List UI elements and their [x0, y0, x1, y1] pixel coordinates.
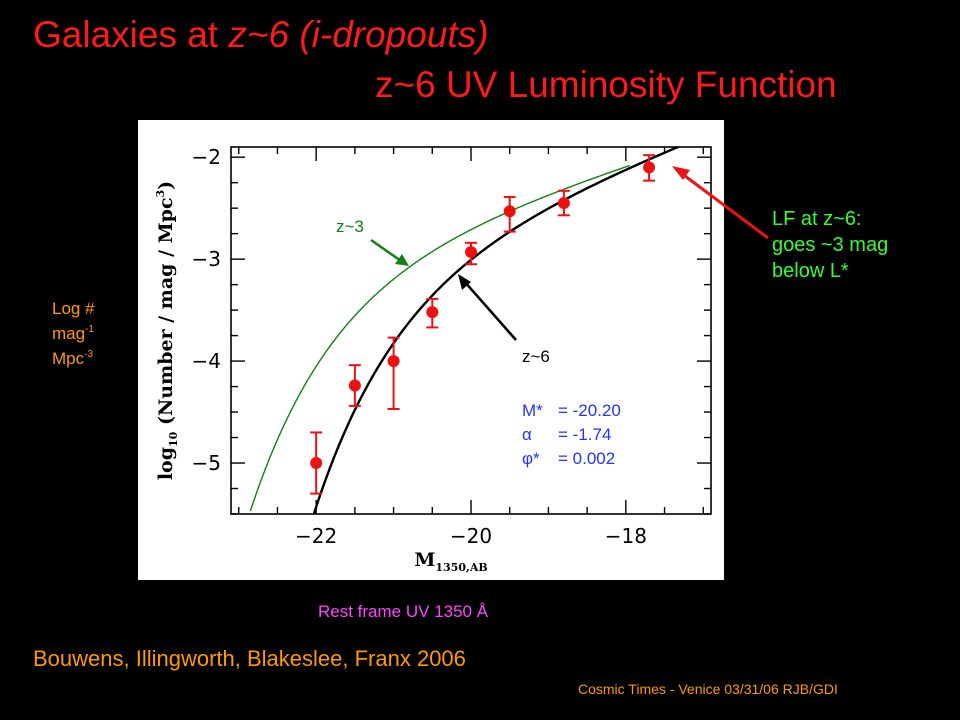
side-ylabel-mag-exp: -1 — [85, 324, 94, 335]
y-tick-label: −5 — [192, 451, 221, 475]
side-ylabel-line3: Mpc-3 — [52, 344, 95, 369]
series-curve-z6 — [312, 147, 681, 514]
x-tick-label: −22 — [295, 524, 337, 548]
z6-arrowhead — [458, 274, 471, 290]
z3-arrowhead — [395, 254, 409, 266]
slide-title: Galaxies at z~6 (i-dropouts) — [33, 14, 489, 56]
luminosity-function-plot: −22 −20 −18 −5 −4 −3 −2 M1350,AB log10 (Number /… — [154, 145, 712, 574]
z3-label: z~3 — [336, 217, 364, 236]
rest-frame-label: Rest frame UV 1350 Å — [318, 602, 489, 621]
title-text: Galaxies at — [33, 14, 229, 55]
y-tick-label: −3 — [192, 247, 221, 271]
series-curve-z3 — [249, 164, 630, 512]
right-annotation-line3: below L* — [772, 260, 849, 282]
param-label: M* — [522, 401, 543, 420]
plot-frame — [230, 146, 712, 515]
x-axis-title: M1350,AB — [414, 549, 487, 574]
y-axis-title-sup: 3 — [154, 190, 167, 198]
param-value: = -20.20 — [558, 401, 621, 420]
param-label: φ* — [522, 449, 540, 468]
slide-subtitle: z~6 UV Luminosity Function — [375, 64, 837, 105]
x-axis-title-sub: 1350,AB — [435, 561, 487, 574]
y-tick-label: −2 — [192, 145, 221, 169]
side-ylabel-line1: Log # — [52, 299, 95, 318]
data-point — [643, 161, 656, 174]
param-value: = -1.74 — [558, 425, 611, 444]
side-ylabel-mpc-exp: -3 — [84, 349, 94, 360]
side-ylabel: Log # mag-1 Mpc-3 — [52, 298, 95, 369]
side-ylabel-line2: mag-1 — [52, 319, 95, 344]
side-ylabel-mpc: Mpc — [52, 349, 85, 368]
x-tick-label: −20 — [450, 524, 492, 548]
y-axis-title-text: (Number / mag / Mpc — [155, 197, 177, 431]
y-axis-title: log10 (Number / mag / Mpc3) — [154, 181, 180, 480]
data-point — [465, 246, 477, 259]
z6-label: z~6 — [522, 347, 550, 366]
side-ylabel-mag: mag — [52, 324, 86, 343]
data-point — [503, 205, 516, 218]
right-annotation-line1: LF at z~6: — [772, 208, 862, 230]
data-point — [387, 355, 400, 368]
right-annotation-line2: goes ~3 mag — [772, 234, 889, 256]
param-value: = 0.002 — [558, 449, 615, 468]
x-axis-title-main: M — [414, 549, 435, 571]
plot-panel: −22 −20 −18 −5 −4 −3 −2 M1350,AB log10 (Number /… — [138, 120, 724, 580]
y-axis-title-sub: 10 — [167, 431, 180, 447]
x-tick-label: −18 — [605, 524, 647, 548]
y-tick-label: −4 — [192, 349, 221, 373]
y-axis-title-log: log — [155, 447, 177, 480]
data-point — [310, 457, 323, 470]
data-point — [348, 379, 361, 392]
citation: Bouwens, Illingworth, Blakeslee, Franx 2… — [33, 646, 466, 671]
title-italic: z~6 — [228, 14, 290, 55]
y-axis-title-close: ) — [155, 181, 177, 190]
right-annotation: LF at z~6: goes ~3 mag below L* — [772, 206, 888, 284]
footer: Cosmic Times - Venice 03/31/06 RJB/GDI — [578, 681, 838, 697]
data-point — [557, 197, 570, 210]
z6-arrow-line — [463, 280, 517, 341]
param-label: α — [522, 425, 532, 444]
title-paren: (i-dropouts) — [299, 14, 489, 55]
data-point — [426, 306, 439, 319]
